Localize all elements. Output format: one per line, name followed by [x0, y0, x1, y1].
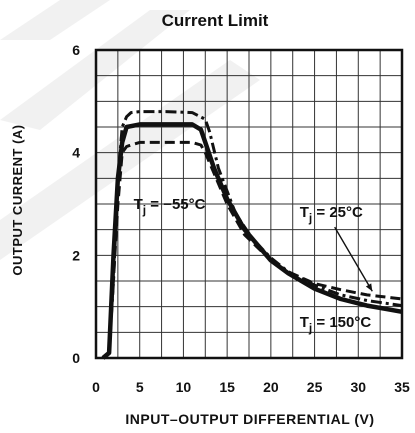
watermark-band	[0, 0, 110, 40]
series-layer	[101, 110, 403, 360]
x-tick-label: 25	[307, 379, 323, 395]
watermark-graphic	[0, 0, 260, 260]
watermark-band	[0, 60, 260, 260]
y-tick-label: 2	[72, 247, 80, 263]
y-axis-label: OUTPUT CURRENT (A)	[10, 124, 25, 275]
x-tick-label: 30	[350, 379, 366, 395]
annotation-arrow	[334, 226, 373, 292]
series-line-dashed	[102, 140, 403, 360]
annotation-layer: Tj = −55°C Tj = 25°C Tj = 150°C	[134, 196, 373, 335]
y-tick-label: 4	[72, 145, 80, 161]
series-annotation: Tj = 150°C	[300, 314, 372, 335]
x-tick-label: 10	[176, 379, 192, 395]
plot-frame	[94, 48, 404, 360]
x-tick-label: 15	[219, 379, 235, 395]
series-line-solid	[101, 122, 403, 360]
x-tick-label: 5	[136, 379, 144, 395]
x-tick-labels: 0 5 10 15 20 25 30 35	[92, 379, 410, 395]
x-axis-label: INPUT–OUTPUT DIFFERENTIAL (V)	[125, 411, 374, 427]
y-tick-labels: 0 2 4 6	[72, 42, 80, 366]
y-tick-label: 0	[72, 350, 80, 366]
x-tick-label: 35	[394, 379, 410, 395]
x-tick-label: 0	[92, 379, 100, 395]
chart-title: Current Limit	[162, 11, 269, 30]
y-tick-label: 6	[72, 42, 80, 58]
series-annotation: Tj = 25°C	[300, 204, 363, 225]
x-tick-label: 20	[263, 379, 279, 395]
series-annotation: Tj = −55°C	[134, 196, 206, 217]
